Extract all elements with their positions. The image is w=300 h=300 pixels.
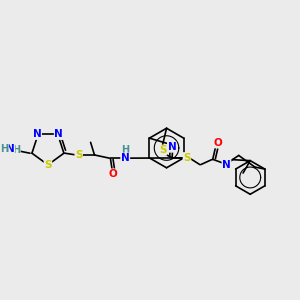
Text: N: N xyxy=(54,129,63,140)
Text: H: H xyxy=(121,145,129,155)
Text: H: H xyxy=(12,145,20,155)
Text: N: N xyxy=(167,142,176,152)
Text: S: S xyxy=(183,153,191,163)
Text: H: H xyxy=(10,145,18,155)
Text: N: N xyxy=(121,153,130,163)
Text: H: H xyxy=(0,144,8,154)
Text: H: H xyxy=(0,145,7,155)
Text: S: S xyxy=(159,145,166,155)
Text: O: O xyxy=(109,169,118,179)
Text: N: N xyxy=(6,144,15,154)
Text: N: N xyxy=(4,145,12,155)
Text: N: N xyxy=(222,160,231,170)
Text: S: S xyxy=(44,160,52,170)
Text: N: N xyxy=(33,129,41,140)
Text: S: S xyxy=(75,150,82,160)
Text: O: O xyxy=(213,138,222,148)
